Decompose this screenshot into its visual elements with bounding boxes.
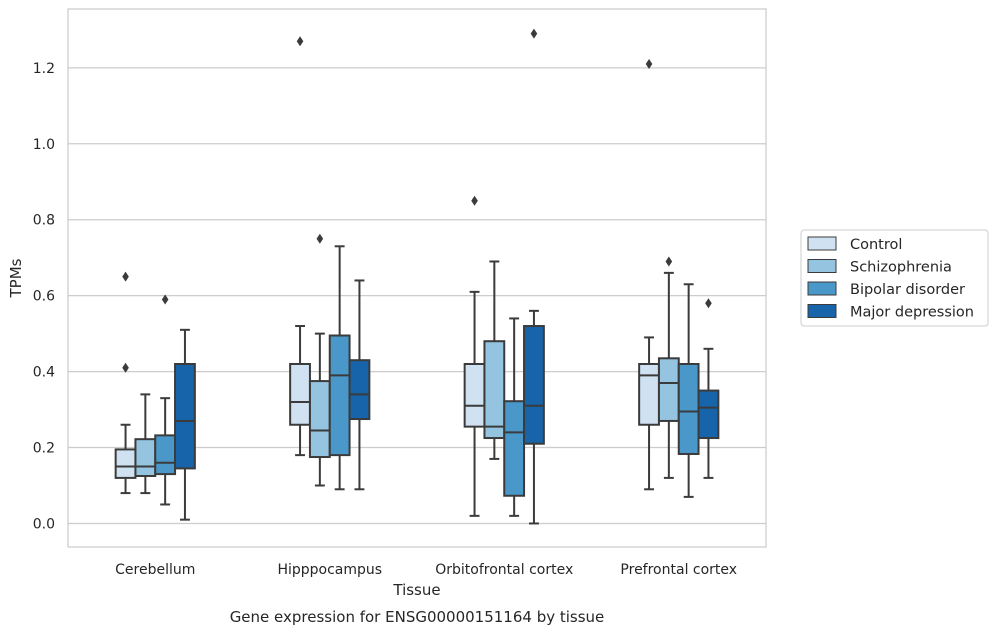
outlier-point xyxy=(530,28,538,39)
legend-swatch xyxy=(807,236,837,251)
legend-swatch xyxy=(807,304,837,318)
legend-swatch xyxy=(807,281,837,296)
box-0-0 xyxy=(114,271,137,495)
x-tick-label: Orbitofrontal cortex xyxy=(435,562,573,578)
y-tick-label: 0.6 xyxy=(33,289,55,305)
box-body xyxy=(289,362,311,426)
y-tick-label: 0.2 xyxy=(33,441,55,457)
box-3-0 xyxy=(638,59,660,491)
outlier-point xyxy=(161,294,169,305)
box-body xyxy=(503,400,526,497)
box-body xyxy=(154,434,177,476)
legend-label: Major depression xyxy=(850,305,974,321)
y-tick-label: 1.2 xyxy=(33,61,55,77)
box-2-2 xyxy=(503,317,526,517)
x-tick-labels: Cerebellum Hipppocampus Orbitofrontal cort… xyxy=(115,562,737,578)
box-0-2 xyxy=(154,294,177,506)
box-body xyxy=(697,389,720,440)
box-body xyxy=(677,362,700,455)
box-body xyxy=(657,357,680,422)
box-1-2 xyxy=(328,245,351,491)
box-body xyxy=(483,340,506,440)
y-axis-label: TPMs xyxy=(7,258,25,298)
outlier-point xyxy=(122,271,129,282)
box-2-1 xyxy=(483,260,506,460)
box-3-2 xyxy=(677,283,700,498)
y-tick-label: 0.8 xyxy=(33,213,55,229)
plot-frame xyxy=(67,8,767,548)
outlier-point xyxy=(316,233,324,244)
outlier-point xyxy=(705,298,712,309)
box-body xyxy=(174,362,196,470)
y-tick-labels: 0.0 0.2 0.4 0.6 0.8 1.0 1.2 xyxy=(33,61,55,533)
box-2-0 xyxy=(463,195,486,517)
outlier-point xyxy=(645,59,653,70)
box-body xyxy=(463,362,486,428)
legend-label: Bipolar disorder xyxy=(850,282,965,298)
x-tick-label: Hipppocampus xyxy=(277,562,382,578)
y-tick-label: 1.0 xyxy=(33,137,55,153)
box-2-3 xyxy=(523,28,545,525)
box-3-1 xyxy=(657,256,680,479)
box-body xyxy=(328,334,351,457)
legend-frame xyxy=(800,229,989,327)
box-body xyxy=(348,359,371,421)
box-plot-area xyxy=(114,28,720,525)
y-tick-label: 0.4 xyxy=(33,365,55,381)
box-body xyxy=(114,448,137,479)
legend-label: Control xyxy=(850,237,902,253)
chart-caption: Gene expression for ENSG00000151164 by t… xyxy=(230,608,605,626)
legend: Control Schizophrenia Bipolar disorder Majo… xyxy=(800,229,989,327)
outlier-point xyxy=(471,195,478,206)
outlier-point xyxy=(296,36,304,47)
x-tick-label: Prefrontal cortex xyxy=(620,562,737,578)
box-0-1 xyxy=(134,393,157,495)
box-1-1 xyxy=(308,233,331,487)
outlier-point xyxy=(122,362,129,373)
y-tick-label: 0.0 xyxy=(33,516,55,532)
x-tick-label: Cerebellum xyxy=(115,562,195,578)
box-1-3 xyxy=(348,279,371,491)
box-body xyxy=(134,438,157,478)
legend-swatch xyxy=(807,259,837,273)
box-body xyxy=(523,325,545,445)
box-3-3 xyxy=(697,298,720,479)
box-body xyxy=(638,362,660,426)
outlier-point xyxy=(665,256,673,267)
legend-label: Schizophrenia xyxy=(850,260,952,276)
box-0-3 xyxy=(174,328,196,521)
box-body xyxy=(308,380,331,459)
x-axis-label: Tissue xyxy=(392,581,440,599)
box-1-0 xyxy=(289,36,311,457)
